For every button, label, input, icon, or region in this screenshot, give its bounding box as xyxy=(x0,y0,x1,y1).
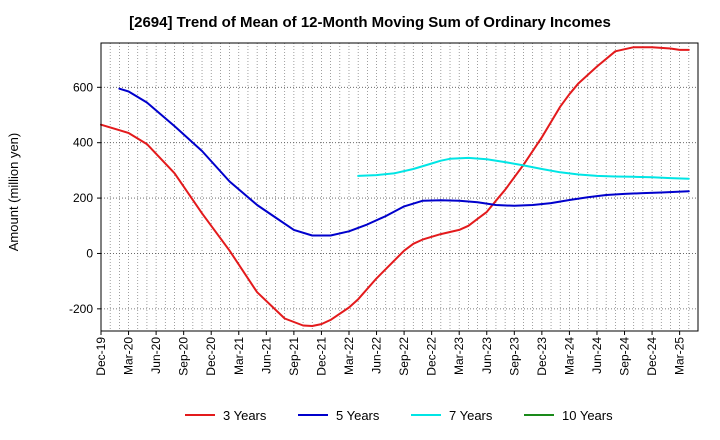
plot-area xyxy=(101,43,698,331)
y-tick-label: 200 xyxy=(73,191,93,205)
x-tick-label: Sep-23 xyxy=(507,337,521,376)
y-axis-label: Amount (million yen) xyxy=(6,133,21,252)
x-tick-label: Jun-22 xyxy=(370,337,384,374)
x-tick-label: Dec-20 xyxy=(204,337,218,376)
x-tick-label: Mar-24 xyxy=(562,337,576,375)
series-line-3-years xyxy=(100,46,690,327)
x-tick-label: Jun-23 xyxy=(480,337,494,374)
x-tick-label: Dec-24 xyxy=(645,337,659,376)
chart-title: [2694] Trend of Mean of 12-Month Moving … xyxy=(129,14,611,31)
x-tick-label: Mar-25 xyxy=(673,337,687,375)
x-tick-label: Sep-20 xyxy=(177,337,191,376)
x-tick-label: Jun-21 xyxy=(259,337,273,374)
legend-label-3-years: 3 Years xyxy=(223,408,267,423)
x-tick-label: Mar-23 xyxy=(452,337,466,375)
grid-layer xyxy=(101,43,698,331)
x-tick-label: Dec-22 xyxy=(425,337,439,376)
legend-label-5-years: 5 Years xyxy=(336,408,380,423)
series-line-7-years xyxy=(357,156,690,180)
legend: 3 Years 5 Years 7 Years 10 Years xyxy=(185,408,613,423)
y-tick-label: -200 xyxy=(69,302,93,316)
x-tick-label: Sep-21 xyxy=(287,337,301,376)
y-tick-label: 600 xyxy=(73,80,93,94)
y-tick-label: 0 xyxy=(86,246,93,260)
legend-label-7-years: 7 Years xyxy=(449,408,493,423)
x-tick-label: Mar-21 xyxy=(232,337,246,375)
y-tick-label: 400 xyxy=(73,136,93,150)
legend-label-10-years: 10 Years xyxy=(562,408,613,423)
x-tick-label: Sep-24 xyxy=(618,337,632,376)
x-tick-label: Mar-22 xyxy=(342,337,356,375)
plot-border xyxy=(100,42,699,332)
series-line-5-years xyxy=(118,87,690,237)
x-tick-label: Jun-20 xyxy=(149,337,163,374)
x-tick-label: Dec-19 xyxy=(94,337,108,376)
x-tick-label: Dec-21 xyxy=(314,337,328,376)
x-tick-label: Sep-22 xyxy=(397,337,411,376)
x-tick-label: Dec-23 xyxy=(535,337,549,376)
x-tick-label: Jun-24 xyxy=(590,337,604,374)
x-tick-label: Mar-20 xyxy=(122,337,136,375)
axes-layer: -200 0 200 400 600 Dec-19 Mar-20 Jun-20 Sep-20 De… xyxy=(69,42,699,376)
series-layer xyxy=(100,46,690,327)
